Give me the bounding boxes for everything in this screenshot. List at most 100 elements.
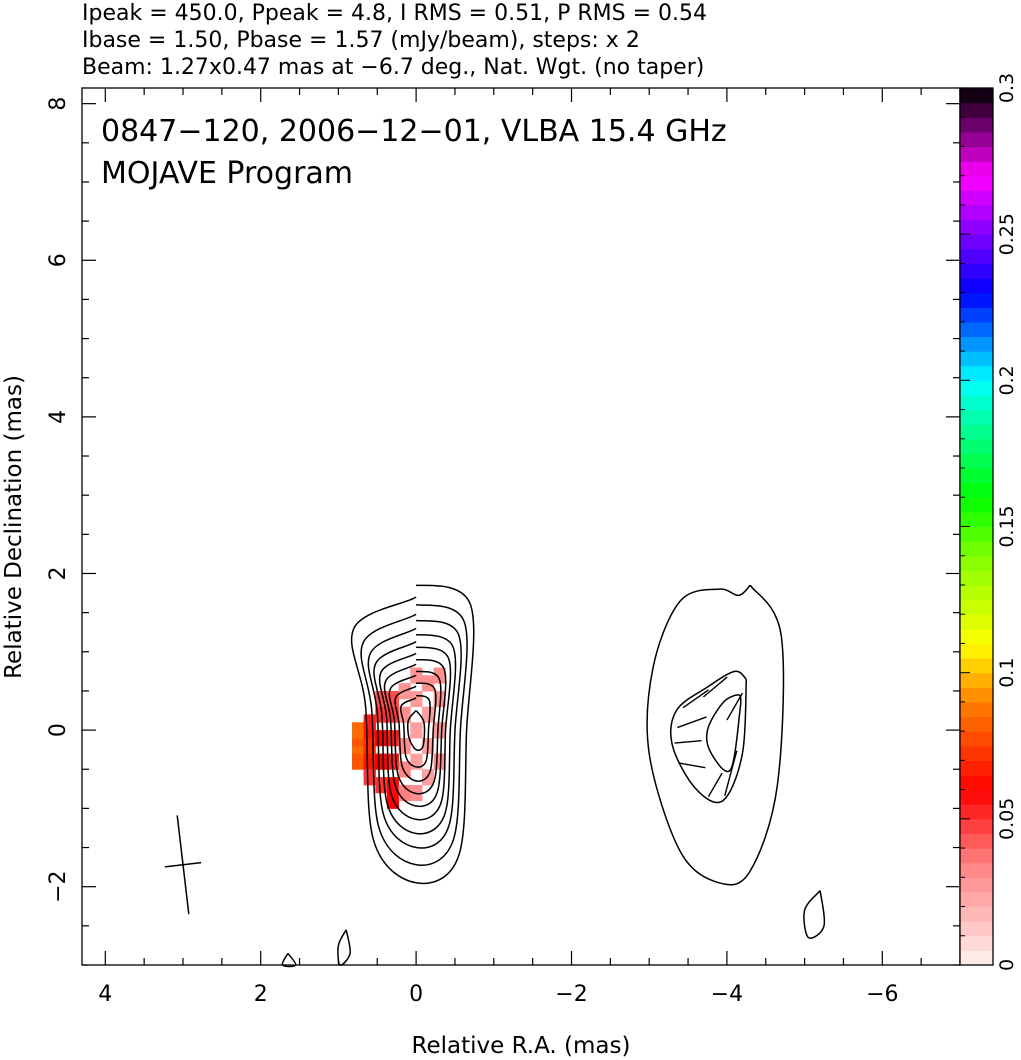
core-contour-2	[367, 619, 462, 849]
core-contour-1	[360, 604, 468, 866]
core-contour-9	[406, 710, 426, 752]
colorbar-band	[960, 848, 993, 864]
intensity-contours	[281, 584, 826, 968]
colorbar-band	[960, 731, 993, 747]
colorbar-band	[960, 760, 993, 776]
colorbar-band	[960, 511, 993, 528]
colorbar-band	[960, 292, 993, 308]
colorbar-band	[960, 380, 993, 396]
colorbar-band	[960, 599, 993, 615]
pol-pixel-9	[363, 714, 376, 731]
evpa-vector-1	[677, 716, 707, 729]
pol-pixel-12	[375, 753, 388, 770]
x-tick-label: −6	[866, 982, 898, 1007]
plot-frame	[81, 87, 961, 966]
colorbar-band	[960, 541, 993, 557]
evpa-vector-0	[682, 689, 709, 709]
colorbar-band	[960, 687, 993, 703]
x-tick-label: 4	[98, 982, 112, 1007]
colorbar-band	[960, 921, 993, 937]
pol-pixel-37	[433, 722, 446, 739]
colorbar-band	[960, 204, 993, 221]
pol-pixel-23	[398, 761, 411, 778]
colorbar-band	[960, 263, 993, 279]
header-line-3: Beam: 1.27x0.47 mas at −6.7 deg., Nat. W…	[82, 55, 704, 80]
colorbar-band	[960, 482, 993, 498]
colorbar-band	[960, 570, 993, 586]
colorbar-band	[960, 614, 993, 630]
core-contour-3	[373, 633, 457, 835]
colorbar-tick-label: 0.2	[996, 365, 1018, 395]
y-tick-label: −2	[46, 870, 71, 902]
core-contour-8	[399, 694, 431, 768]
y-tick-label: 6	[46, 253, 71, 267]
colorbar-band	[960, 950, 993, 966]
colorbar	[960, 88, 993, 966]
jet-contour-1	[670, 670, 748, 804]
evpa-vector-5	[707, 772, 723, 798]
colorbar-band	[960, 935, 993, 951]
colorbar-band	[960, 146, 993, 162]
colorbar-tick-label: 0.1	[996, 658, 1018, 688]
core-contour-5	[383, 658, 447, 808]
pol-pixel-19	[386, 730, 400, 747]
colorbar-band	[960, 716, 993, 732]
colorbar-band	[960, 321, 993, 338]
pol-pixel-4	[352, 753, 365, 770]
colorbar-band	[960, 774, 993, 791]
pol-pixel-3	[352, 722, 365, 739]
colorbar-band	[960, 468, 993, 484]
header-line-2: Ibase = 1.50, Pbase = 1.57 (mJy/beam), s…	[82, 28, 640, 53]
pol-pixel-35	[421, 675, 435, 692]
colorbar-ticks: 0 0.05 0.1 0.15 0.2 0.25 0.3	[960, 73, 1018, 971]
jet-contour-2	[705, 694, 742, 773]
colorbar-band	[960, 219, 993, 235]
noise-contour-2	[281, 952, 297, 968]
colorbar-band	[960, 278, 993, 294]
y-tick-label: 0	[46, 723, 71, 737]
y-tick-label: 2	[46, 566, 71, 580]
colorbar-band	[960, 818, 993, 835]
colorbar-band	[960, 424, 993, 440]
evpa-vector-4	[702, 676, 728, 698]
axis-ticks: 4 2 0 −2 −4 −6 −2 0 2 4 6 8	[46, 88, 961, 1007]
y-tick-label: 4	[46, 410, 71, 424]
x-tick-label: −4	[711, 982, 743, 1007]
colorbar-band	[960, 190, 993, 206]
noise-contour-1	[337, 929, 351, 966]
colorbar-band	[960, 701, 993, 718]
colorbar-tick-label: 0.15	[996, 505, 1018, 547]
beam-minor-axis	[164, 861, 202, 868]
colorbar-band	[960, 131, 993, 148]
colorbar-band	[960, 526, 993, 542]
colorbar-band	[960, 672, 993, 688]
colorbar-band	[960, 438, 993, 455]
colorbar-band	[960, 307, 993, 323]
colorbar-band	[960, 643, 993, 659]
evpa-vector-3	[678, 762, 706, 769]
colorbar-band	[960, 906, 993, 922]
colorbar-band	[960, 336, 993, 352]
colorbar-band	[960, 789, 993, 805]
pol-pixel-13	[375, 730, 388, 747]
chart-title: 0847−120, 2006−12−01, VLBA 15.4 GHz	[101, 114, 727, 149]
colorbar-band	[960, 658, 993, 674]
pol-pixel-7	[363, 737, 376, 755]
noise-contour-0	[803, 890, 826, 939]
core-contour-7	[394, 682, 437, 782]
colorbar-band	[960, 877, 993, 893]
chart-subtitle: MOJAVE Program	[101, 156, 353, 191]
pol-pixel-31	[410, 667, 423, 684]
evpa-vectors	[674, 676, 744, 798]
colorbar-band	[960, 833, 993, 849]
colorbar-band	[960, 394, 993, 411]
core-contour-6	[388, 670, 442, 795]
colorbar-band	[960, 497, 993, 513]
x-tick-label: 2	[254, 982, 268, 1007]
colorbar-band	[960, 891, 993, 908]
colorbar-band	[960, 555, 993, 571]
pol-pixel-10	[363, 769, 376, 786]
jet-contour-0	[646, 584, 785, 886]
x-axis-label: Relative R.A. (mas)	[412, 1033, 631, 1059]
